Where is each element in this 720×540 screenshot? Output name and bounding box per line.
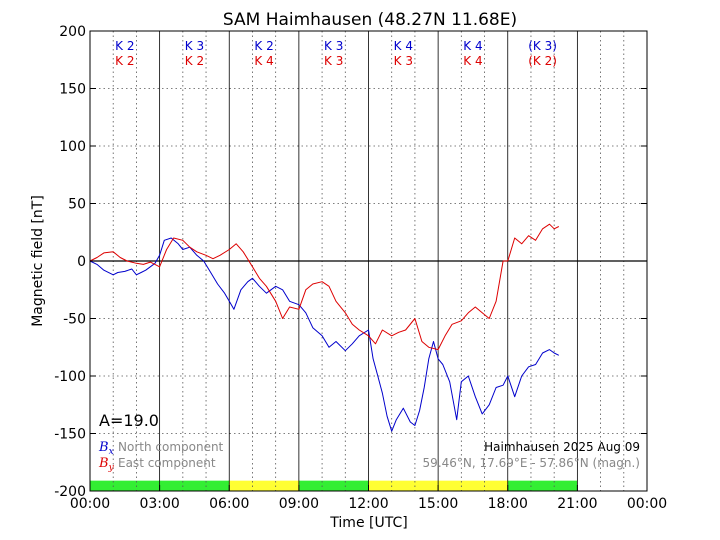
legend-symbol-north-sub: x [109,447,114,457]
x-tick-label-7: 21:00 [557,496,597,512]
x-tick-label-3: 09:00 [279,496,319,512]
y-tick-label-1: 150 [59,82,86,98]
y-tick-label-2: 100 [59,139,86,155]
k-index-north-2: K 2 [254,39,273,53]
k-index-north-6: (K 3) [528,39,557,53]
k-index-north-5: K 4 [463,39,482,53]
x-tick-label-1: 03:00 [139,496,179,512]
y-tick-label-3: 50 [68,197,86,213]
legend-symbol-east-sub: y [108,463,115,473]
x-axis-ticks: 00:00 03:00 06:00 09:00 12:00 15:00 18:00 21:00… [70,485,667,512]
activity-index: A=19.0 [99,411,159,430]
k-index-north-0: K 2 [115,39,134,53]
x-axis-label: Time [UTC] [329,515,407,531]
legend: Bx North component By East component [98,440,224,473]
x-tick-label-6: 18:00 [488,496,528,512]
legend-symbol-north: Bx [98,440,114,457]
series-line-east [89,223,560,351]
legend-symbol-east-letter: B [98,456,109,471]
legend-symbol-east: By [98,456,115,473]
y-tick-label-8: -200 [54,484,86,500]
y-axis-label: Magnetic field [nT] [30,195,46,327]
y-tick-label-6: -100 [54,369,86,385]
station-info-line1: Haimhausen 2025 Aug 09 [484,440,640,454]
series-lines [89,223,560,432]
x-tick-label-8: 00:00 [627,496,667,512]
status-segment-2 [298,480,369,491]
x-tick-label-0: 00:00 [70,496,110,512]
k-index-north-3: K 3 [324,39,343,53]
x-tick-label-2: 06:00 [209,496,249,512]
station-info-line2: 59.46°N, 17.69°E - 57.86°N (magn.) [423,456,640,470]
y-tick-label-4: 0 [77,254,86,270]
legend-label-north: North component [118,440,224,454]
y-axis-ticks: 200 150 100 50 0 -50 -100 -150 -200 [54,24,647,500]
x-tick-label-4: 12:00 [348,496,388,512]
k-index-east-3: K 3 [324,54,343,68]
y-tick-label-7: -150 [54,427,86,443]
status-bar [90,480,578,491]
k-index-north-4: K 4 [394,39,413,53]
k-index-east-4: K 3 [394,54,413,68]
k-index-east-6: (K 2) [528,54,557,68]
legend-item-north: Bx North component [98,440,224,457]
k-index-east-0: K 2 [115,54,134,68]
legend-label-east: East component [118,456,216,470]
status-segment-1 [229,480,299,491]
y-tick-label-0: 200 [59,24,86,40]
legend-item-east: By East component [98,456,216,473]
chart-title: SAM Haimhausen (48.27N 11.68E) [223,10,517,30]
series-line-north [89,237,560,432]
status-segment-4 [507,480,578,491]
y-tick-label-5: -50 [63,312,86,328]
k-index-east-2: K 4 [254,54,273,68]
x-tick-label-5: 15:00 [418,496,458,512]
k-index-east-1: K 2 [185,54,204,68]
legend-symbol-north-letter: B [98,440,109,455]
k-index-north-1: K 3 [185,39,204,53]
k-index-east-5: K 4 [463,54,482,68]
grid-lines [90,31,647,491]
